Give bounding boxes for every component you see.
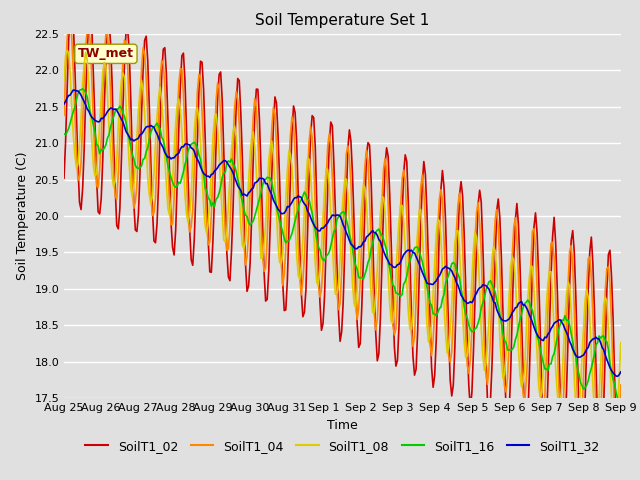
Title: Soil Temperature Set 1: Soil Temperature Set 1 bbox=[255, 13, 429, 28]
Legend: SoilT1_02, SoilT1_04, SoilT1_08, SoilT1_16, SoilT1_32: SoilT1_02, SoilT1_04, SoilT1_08, SoilT1_… bbox=[80, 435, 605, 458]
Y-axis label: Soil Temperature (C): Soil Temperature (C) bbox=[16, 152, 29, 280]
Text: TW_met: TW_met bbox=[78, 48, 134, 60]
X-axis label: Time: Time bbox=[327, 419, 358, 432]
